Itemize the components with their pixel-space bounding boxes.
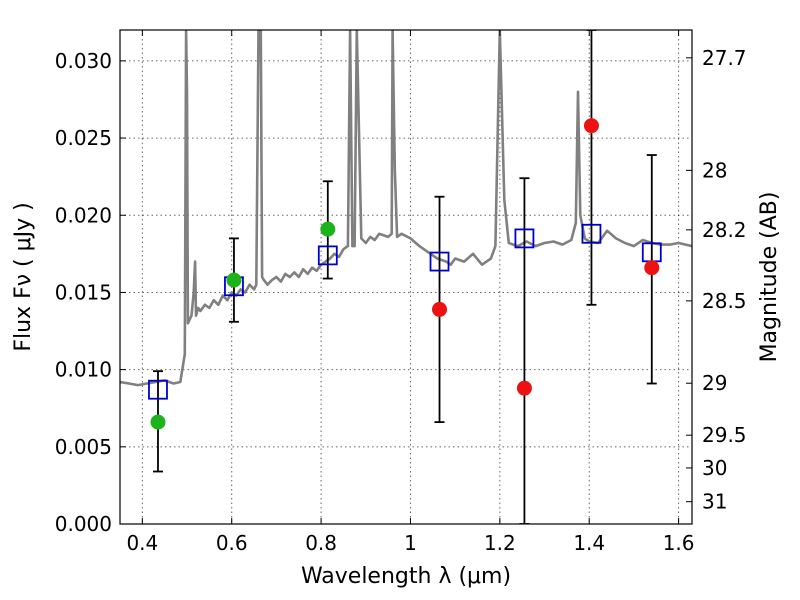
y-axis-ticks: 0.000 0.005 0.010 0.015 0.020 0.025 0.030 bbox=[55, 49, 126, 536]
x-axis-ticks: 0.4 0.6 0.8 1 1.2 1.4 1.6 bbox=[126, 30, 695, 555]
x-tick-label: 1.4 bbox=[573, 531, 605, 555]
y2-tick-label: 27.7 bbox=[702, 46, 747, 70]
x-axis-label: Wavelength λ (μm) bbox=[301, 564, 511, 589]
y2-tick-label: 28 bbox=[702, 158, 727, 182]
y2-tick-label: 29.5 bbox=[702, 423, 747, 447]
error-bar bbox=[519, 177, 530, 524]
y-tick-label: 0.020 bbox=[55, 203, 112, 227]
green-point bbox=[320, 221, 336, 237]
error-bar bbox=[586, 30, 597, 306]
y2-tick-label: 29 bbox=[702, 371, 727, 395]
x-tick-label: 0.6 bbox=[216, 531, 248, 555]
plot-frame bbox=[119, 29, 693, 525]
x-tick-label: 0.8 bbox=[305, 531, 337, 555]
x-tick-label: 1.6 bbox=[663, 531, 695, 555]
green-points bbox=[150, 221, 336, 430]
model-point bbox=[429, 251, 450, 272]
red-point bbox=[583, 118, 599, 134]
y2-tick-label: 28.5 bbox=[702, 289, 747, 313]
y2-tick-label: 30 bbox=[702, 456, 727, 480]
model-point bbox=[581, 223, 602, 244]
red-point bbox=[644, 260, 660, 276]
y2-axis-ticks: 27.7 28 28.2 28.5 29 29.5 30 31 bbox=[686, 46, 747, 514]
y-tick-label: 0.025 bbox=[55, 126, 112, 150]
x-tick-label: 1 bbox=[404, 531, 417, 555]
y-tick-label: 0.010 bbox=[55, 358, 112, 382]
red-point bbox=[516, 380, 532, 396]
y2-axis-label: Magnitude (AB) bbox=[757, 192, 782, 363]
y2-tick-label: 28.2 bbox=[702, 218, 747, 242]
grid-lines bbox=[120, 30, 692, 524]
spectrum-series bbox=[120, 30, 692, 387]
model-point bbox=[148, 379, 168, 400]
y-tick-label: 0.000 bbox=[55, 512, 112, 536]
model-points bbox=[148, 223, 662, 400]
spectrum-line bbox=[120, 30, 692, 387]
model-point bbox=[317, 245, 338, 266]
green-point bbox=[226, 272, 242, 288]
y-tick-label: 0.015 bbox=[55, 280, 112, 304]
y2-tick-label: 31 bbox=[702, 490, 727, 514]
y-tick-label: 0.005 bbox=[55, 435, 112, 459]
red-points bbox=[432, 118, 660, 396]
y-tick-label: 0.030 bbox=[55, 49, 112, 73]
green-point bbox=[150, 414, 166, 430]
y-axis-label: Flux Fν ( μJy ) bbox=[11, 202, 36, 351]
x-tick-label: 0.4 bbox=[126, 531, 158, 555]
x-tick-label: 1.2 bbox=[484, 531, 516, 555]
model-point bbox=[514, 228, 535, 249]
red-point bbox=[432, 301, 448, 317]
